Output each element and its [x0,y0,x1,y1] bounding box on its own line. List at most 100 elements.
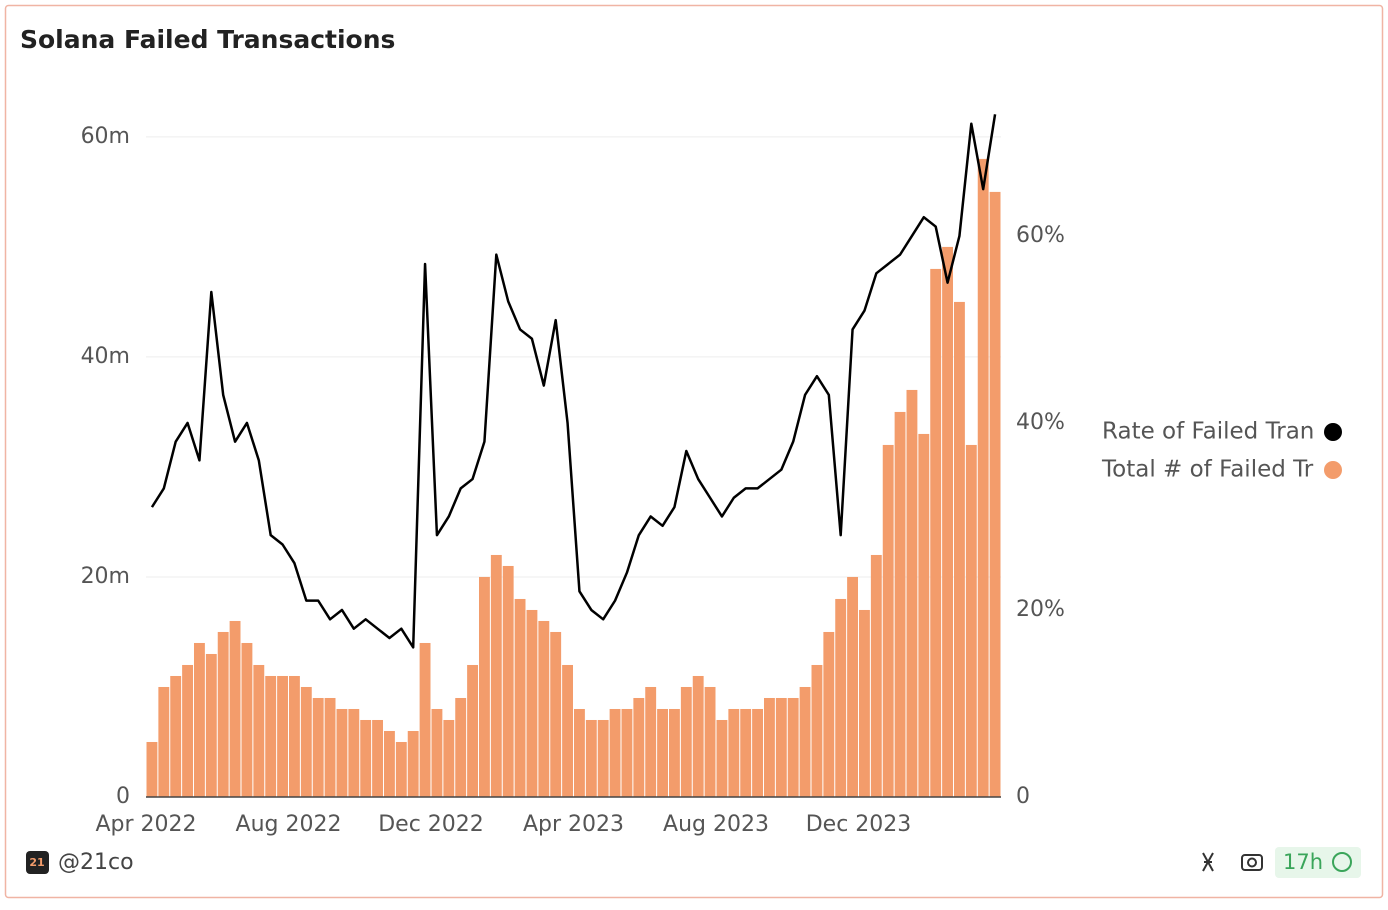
bar [657,708,668,797]
bar [360,719,372,797]
x-tick-label: Dec 2023 [806,812,912,837]
bar [455,697,467,797]
bar [787,697,799,797]
y2-tick-label: 60% [1016,223,1065,248]
bar [669,708,680,797]
bar [847,576,858,797]
bar [490,554,502,797]
bar [419,642,431,797]
bar [977,158,989,798]
bar [728,708,740,797]
bar [775,697,787,797]
y2-tick-label: 40% [1016,410,1065,435]
bar [158,686,170,797]
line [150,114,997,649]
bar [229,620,241,797]
bar [954,301,965,797]
bar [443,719,455,797]
bar [146,741,158,797]
bar [217,631,229,797]
bar [680,686,692,797]
bar [692,675,704,797]
bar [811,664,823,797]
bar [277,675,288,797]
bar [170,675,182,797]
bar [906,389,918,797]
bar [562,664,573,797]
x-tick-label: Aug 2023 [663,812,769,837]
bar [241,642,253,797]
bar [348,708,360,797]
chart-title: Solana Failed Transactions [20,25,395,54]
bar [194,642,205,797]
bar [597,719,609,797]
bar [918,433,930,797]
y-tick-label: 0 [116,784,130,809]
bar [704,686,716,797]
bar [502,565,514,797]
legend-swatch [1324,461,1342,479]
y2-tick-label: 0 [1016,784,1030,809]
bar [514,598,526,797]
legend-label: Total # of Failed Transactions [1101,457,1388,483]
bar [989,191,1001,797]
bar [407,730,419,797]
bar [870,554,882,797]
bar [324,697,336,797]
bar [585,719,597,797]
bar [395,741,407,797]
bar [942,246,953,797]
bar [752,708,763,797]
y-tick-label: 60m [81,124,130,149]
bar [859,609,870,797]
bar [372,719,383,797]
bar [835,598,847,797]
y2-tick-label: 20% [1016,597,1065,622]
bar [205,653,217,797]
bar [289,675,300,797]
bar [823,631,835,797]
bar [336,708,348,797]
bar [384,730,395,797]
card-border [4,4,1384,899]
icon-camera[interactable] [1241,854,1263,871]
age: 17h [1283,850,1323,874]
bar [479,576,490,797]
legend: Rate of Failed Transactions Total # of Fa… [1101,419,1388,483]
x-tick-label: Dec 2022 [378,812,484,837]
y-tick-label: 40m [81,344,130,369]
bar [182,664,193,797]
bar [300,686,312,797]
bar [764,697,775,797]
x-tick-label: Aug 2022 [236,812,342,837]
bar [633,697,645,797]
legend-label: Rate of Failed Transactions [1102,419,1388,445]
footer-icons[interactable] [1202,852,1263,872]
x-tick-label: Apr 2022 [95,812,196,837]
bar [965,444,977,797]
icon-camera-lens [1247,857,1257,868]
bar [621,708,633,797]
bar [538,620,550,797]
bar [574,708,585,797]
bar [609,708,621,797]
bar [467,664,478,797]
logo [26,851,49,874]
bar [930,268,942,797]
icon-share[interactable] [1202,852,1214,872]
bar [312,697,324,797]
bar [526,609,538,797]
legend-swatch [1324,423,1342,441]
bar [716,719,728,797]
x-tick-label: Apr 2023 [523,812,624,837]
bar [645,686,657,797]
bar [431,708,443,797]
author: @21co [58,850,134,875]
bar [253,664,265,797]
bar [265,675,277,797]
check-icon [1332,852,1352,872]
bar [894,411,906,797]
bar [882,444,894,797]
